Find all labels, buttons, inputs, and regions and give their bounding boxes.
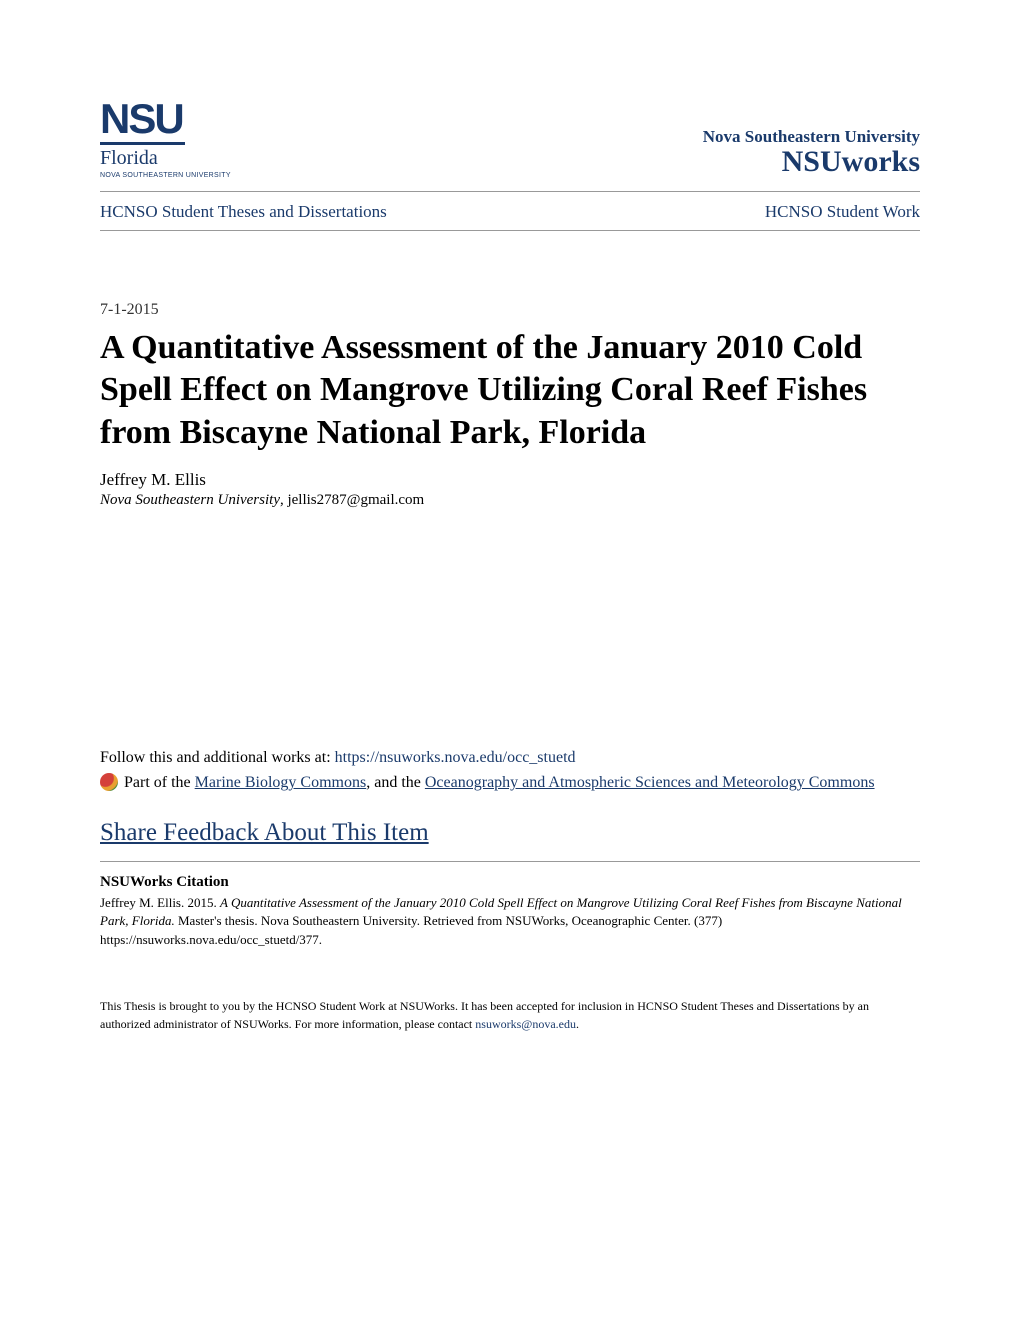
publication-date: 7-1-2015 <box>100 301 920 319</box>
university-name[interactable]: Nova Southeastern University <box>703 127 920 147</box>
feedback-link[interactable]: Share Feedback About This Item <box>100 819 920 847</box>
affiliation-text: Nova Southeastern University <box>100 492 280 508</box>
footer-text: This Thesis is brought to you by the HCN… <box>100 997 920 1033</box>
citation-author: Jeffrey M. Ellis. 2015. <box>100 895 220 910</box>
citation-url: https://nsuworks.nova.edu/occ_stuetd/377… <box>100 932 322 947</box>
divider-nav <box>100 230 920 231</box>
footer-email-link[interactable]: nsuworks@nova.edu <box>475 1017 576 1031</box>
commons-text: Part of the Marine Biology Commons, and … <box>124 771 875 795</box>
citation-header: NSUWorks Citation <box>100 874 920 891</box>
logo-subtitle: NOVA SOUTHEASTERN UNIVERSITY <box>100 172 240 179</box>
header-right: Nova Southeastern University NSUworks <box>703 127 920 179</box>
author-name: Jeffrey M. Ellis <box>100 470 920 490</box>
commons-link-1[interactable]: Marine Biology Commons <box>195 774 367 791</box>
author-affiliation: Nova Southeastern University, jellis2787… <box>100 492 920 509</box>
repository-name[interactable]: NSUworks <box>703 145 920 179</box>
commons-link-2[interactable]: Oceanography and Atmospheric Sciences an… <box>425 774 875 791</box>
footer-period: . <box>576 1017 579 1031</box>
author-email: , jellis2787@gmail.com <box>280 492 424 508</box>
commons-row: Part of the Marine Biology Commons, and … <box>100 771 920 795</box>
commons-middle: , and the <box>366 774 425 791</box>
nsu-logo: NSU Florida NOVA SOUTHEASTERN UNIVERSITY <box>100 100 240 179</box>
document-title: A Quantitative Assessment of the January… <box>100 327 920 455</box>
divider-citation <box>100 861 920 862</box>
commons-prefix: Part of the <box>124 774 195 791</box>
header-row: NSU Florida NOVA SOUTHEASTERN UNIVERSITY… <box>100 100 920 179</box>
logo-nsu-text: NSU <box>100 100 240 138</box>
commons-icon <box>100 773 118 791</box>
citation-body: Jeffrey M. Ellis. 2015. A Quantitative A… <box>100 894 920 949</box>
citation-rest: Master's thesis. Nova Southeastern Unive… <box>175 913 722 928</box>
nav-left-link[interactable]: HCNSO Student Theses and Dissertations <box>100 202 387 222</box>
follow-url-link[interactable]: https://nsuworks.nova.edu/occ_stuetd <box>335 749 576 766</box>
logo-florida-text: Florida <box>100 142 185 170</box>
breadcrumb-nav: HCNSO Student Theses and Dissertations H… <box>100 192 920 230</box>
nav-right-link[interactable]: HCNSO Student Work <box>765 202 920 222</box>
follow-prefix: Follow this and additional works at: <box>100 749 335 766</box>
follow-text: Follow this and additional works at: htt… <box>100 749 920 767</box>
follow-section: Follow this and additional works at: htt… <box>100 749 920 795</box>
